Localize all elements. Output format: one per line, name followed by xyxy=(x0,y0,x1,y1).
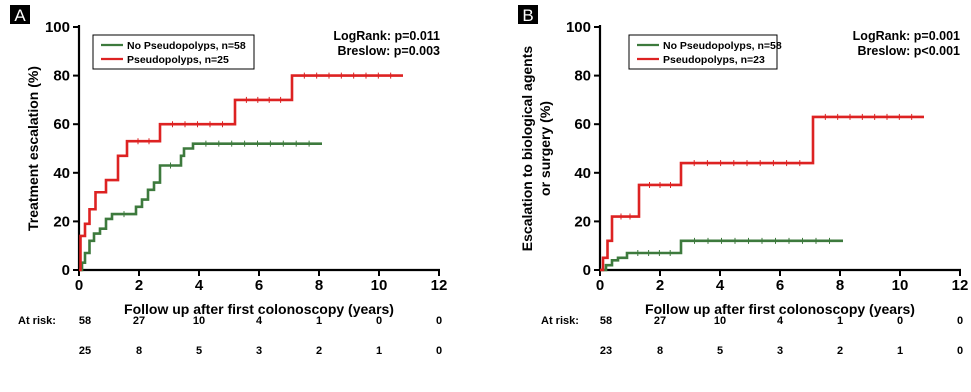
legend-box xyxy=(628,34,778,70)
series-line-no-pseudopolyps xyxy=(79,142,322,272)
y-tick-label: 60 xyxy=(53,116,70,133)
panel-label: B xyxy=(522,6,533,25)
legend-entry: No Pseudopolyps, n=58 xyxy=(663,40,782,52)
at-risk-value: 58 xyxy=(79,315,91,327)
x-tick-label: 4 xyxy=(195,277,204,294)
y-axis-label: or surgery (%) xyxy=(537,101,553,196)
y-tick-label: 40 xyxy=(53,165,70,182)
stat-text: Breslow: p=0.003 xyxy=(338,44,441,58)
x-tick-label: 8 xyxy=(315,277,323,294)
legend-entry: Pseudopolyps, n=25 xyxy=(127,54,229,66)
legend-entry: Pseudopolyps, n=23 xyxy=(663,54,765,66)
at-risk-value: 0 xyxy=(436,345,442,357)
stat-text: Breslow: p<0.001 xyxy=(858,44,961,58)
y-tick-label: 20 xyxy=(574,213,591,230)
x-tick-label: 4 xyxy=(716,277,725,294)
panel-label-box xyxy=(518,5,538,24)
at-risk-value: 1 xyxy=(897,345,903,357)
at-risk-value: 0 xyxy=(897,315,903,327)
y-tick-label: 80 xyxy=(574,68,591,85)
at-risk-value: 0 xyxy=(436,315,442,327)
at-risk-value: 27 xyxy=(133,315,145,327)
panel-label: A xyxy=(14,6,26,25)
x-tick-label: 2 xyxy=(656,277,664,294)
at-risk-value: 27 xyxy=(654,315,666,327)
at-risk-value: 3 xyxy=(256,345,262,357)
panel-label-box xyxy=(10,5,30,24)
at-risk-value: 5 xyxy=(717,345,723,357)
x-axis-label: Follow up after first colonoscopy (years… xyxy=(124,301,394,317)
at-risk-value: 1 xyxy=(376,345,382,357)
at-risk-value: 1 xyxy=(837,315,843,327)
y-tick-label: 20 xyxy=(53,213,70,230)
series-line-pseudopolyps xyxy=(600,115,924,272)
x-tick-label: 0 xyxy=(75,277,83,294)
y-tick-label: 100 xyxy=(45,19,70,36)
at-risk-value: 5 xyxy=(196,345,202,357)
x-tick-label: 6 xyxy=(255,277,263,294)
y-tick-label: 0 xyxy=(583,262,591,279)
x-tick-label: 2 xyxy=(135,277,143,294)
x-tick-label: 10 xyxy=(371,277,388,294)
x-tick-label: 12 xyxy=(431,277,448,294)
at-risk-label: At risk: xyxy=(541,315,579,327)
y-axis-label: Escalation to biological agents xyxy=(519,46,535,252)
at-risk-value: 0 xyxy=(376,315,382,327)
y-tick-label: 60 xyxy=(574,116,591,133)
legend-entry: No Pseudopolyps, n=58 xyxy=(127,40,246,52)
at-risk-value: 10 xyxy=(193,315,205,327)
at-risk-value: 58 xyxy=(600,315,612,327)
x-axis-label: Follow up after first colonoscopy (years… xyxy=(645,301,915,317)
series-line-no-pseudopolyps xyxy=(600,239,843,272)
y-tick-label: 0 xyxy=(62,262,70,279)
at-risk-value: 25 xyxy=(79,345,91,357)
at-risk-value: 2 xyxy=(837,345,843,357)
at-risk-value: 10 xyxy=(714,315,726,327)
at-risk-value: 3 xyxy=(777,345,783,357)
x-tick-label: 0 xyxy=(596,277,604,294)
legend-box xyxy=(92,34,255,70)
at-risk-value: 4 xyxy=(256,315,263,327)
at-risk-value: 0 xyxy=(957,315,963,327)
at-risk-value: 8 xyxy=(657,345,663,357)
at-risk-value: 8 xyxy=(136,345,142,357)
at-risk-value: 23 xyxy=(600,345,612,357)
y-tick-label: 100 xyxy=(566,19,591,36)
x-tick-label: 12 xyxy=(952,277,969,294)
x-tick-label: 6 xyxy=(776,277,784,294)
at-risk-value: 1 xyxy=(316,315,322,327)
at-risk-value: 0 xyxy=(957,345,963,357)
series-line-pseudopolyps xyxy=(79,74,403,272)
x-tick-label: 8 xyxy=(836,277,844,294)
y-tick-label: 80 xyxy=(53,68,70,85)
at-risk-value: 2 xyxy=(316,345,322,357)
at-risk-value: 4 xyxy=(777,315,784,327)
at-risk-label: At risk: xyxy=(18,315,56,327)
stat-text: LogRank: p=0.001 xyxy=(853,29,960,43)
stat-text: LogRank: p=0.011 xyxy=(333,29,440,43)
y-tick-label: 40 xyxy=(574,165,591,182)
y-axis-label: Treatment escalation (%) xyxy=(25,66,41,231)
x-tick-label: 10 xyxy=(892,277,909,294)
